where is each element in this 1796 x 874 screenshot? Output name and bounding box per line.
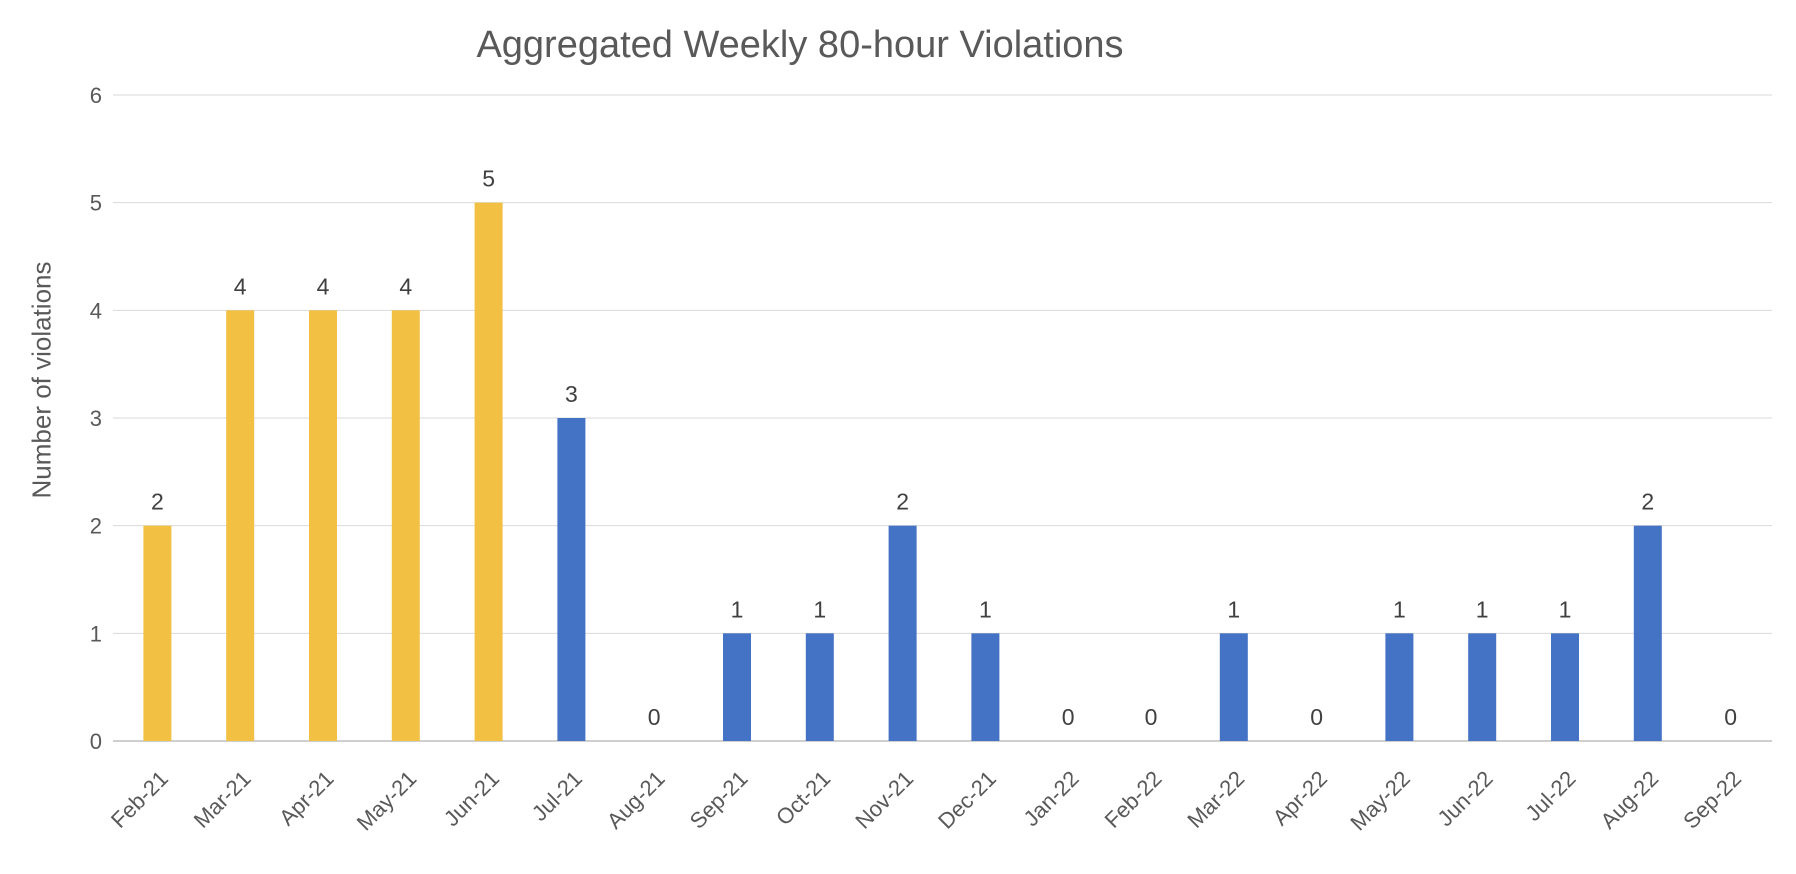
x-tick-label-Sep-22: Sep-22 [1678, 766, 1746, 834]
data-label-Dec-21: 1 [979, 596, 992, 622]
bar-Sep-21 [723, 633, 751, 741]
data-label-May-22: 1 [1393, 596, 1406, 622]
data-label-Oct-21: 1 [813, 596, 826, 622]
data-label-May-21: 4 [399, 273, 412, 299]
y-tick-label-2: 2 [90, 514, 102, 539]
bar-Mar-22 [1219, 633, 1248, 741]
bar-Oct-21 [805, 633, 834, 741]
x-tick-label-May-21: May-21 [352, 766, 422, 836]
data-label-Aug-22: 2 [1641, 489, 1654, 515]
y-tick-label-4: 4 [90, 298, 102, 323]
data-label-Apr-21: 4 [317, 273, 330, 299]
x-tick-label-Aug-21: Aug-21 [602, 766, 670, 834]
data-label-Aug-21: 0 [648, 704, 661, 730]
bar-Jun-21 [474, 202, 503, 741]
x-tick-label-Sep-21: Sep-21 [685, 766, 753, 834]
data-label-Jan-22: 0 [1062, 704, 1075, 730]
y-tick-label-6: 6 [90, 83, 102, 108]
data-label-Mar-21: 4 [234, 273, 247, 299]
bar-May-22 [1385, 633, 1414, 741]
x-tick-label-Feb-21: Feb-21 [106, 766, 173, 833]
x-tick-label-Apr-22: Apr-22 [1268, 766, 1332, 830]
x-tick-label-Mar-22: Mar-22 [1182, 766, 1249, 833]
x-tick-label-Aug-22: Aug-22 [1595, 766, 1663, 834]
data-label-Jun-22: 1 [1476, 596, 1489, 622]
data-label-Feb-22: 0 [1145, 704, 1158, 730]
data-label-Apr-22: 0 [1310, 704, 1323, 730]
bar-Aug-22 [1633, 525, 1662, 741]
x-tick-label-Dec-21: Dec-21 [933, 766, 1001, 834]
data-label-Jul-22: 1 [1559, 596, 1572, 622]
chart-title: Aggregated Weekly 80-hour Violations [476, 24, 1124, 66]
x-tick-label-Jun-21: Jun-21 [439, 766, 504, 831]
bar-Nov-21 [888, 525, 917, 741]
y-tick-label-1: 1 [90, 621, 102, 646]
data-label-Jul-21: 3 [565, 381, 578, 407]
x-tick-label-Mar-21: Mar-21 [189, 766, 256, 833]
y-tick-label-0: 0 [90, 729, 102, 754]
x-tick-label-Jan-22: Jan-22 [1018, 766, 1083, 831]
x-tick-label-Jul-21: Jul-21 [527, 766, 587, 826]
x-tick-label-Oct-21: Oct-21 [771, 766, 835, 830]
data-label-Feb-21: 2 [151, 489, 164, 515]
data-label-Jun-21: 5 [482, 166, 495, 192]
x-tick-label-May-22: May-22 [1345, 766, 1415, 836]
bar-Jul-22 [1551, 633, 1579, 741]
y-tick-label-3: 3 [90, 406, 102, 431]
data-label-Mar-22: 1 [1227, 596, 1240, 622]
bar-Jun-22 [1468, 633, 1497, 741]
data-label-Nov-21: 2 [896, 489, 909, 515]
bar-Apr-21 [309, 310, 337, 741]
bar-May-21 [391, 310, 420, 741]
bar-Dec-21 [971, 633, 1000, 741]
x-tick-label-Jul-22: Jul-22 [1520, 766, 1580, 826]
bar-Jul-21 [557, 418, 586, 741]
x-tick-label-Jun-22: Jun-22 [1432, 766, 1497, 831]
x-tick-label-Nov-21: Nov-21 [850, 766, 918, 834]
x-tick-label-Apr-21: Apr-21 [274, 766, 338, 830]
bar-Feb-21 [143, 525, 172, 741]
bar-Mar-21 [226, 310, 255, 741]
x-tick-label-Feb-22: Feb-22 [1100, 766, 1167, 833]
data-label-Sep-22: 0 [1724, 704, 1737, 730]
y-tick-label-5: 5 [90, 191, 102, 216]
data-label-Sep-21: 1 [731, 596, 744, 622]
